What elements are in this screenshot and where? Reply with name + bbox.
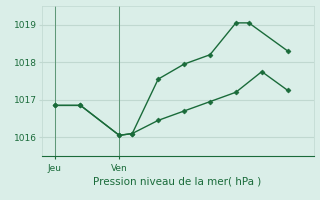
X-axis label: Pression niveau de la mer( hPa ): Pression niveau de la mer( hPa ) <box>93 177 262 187</box>
